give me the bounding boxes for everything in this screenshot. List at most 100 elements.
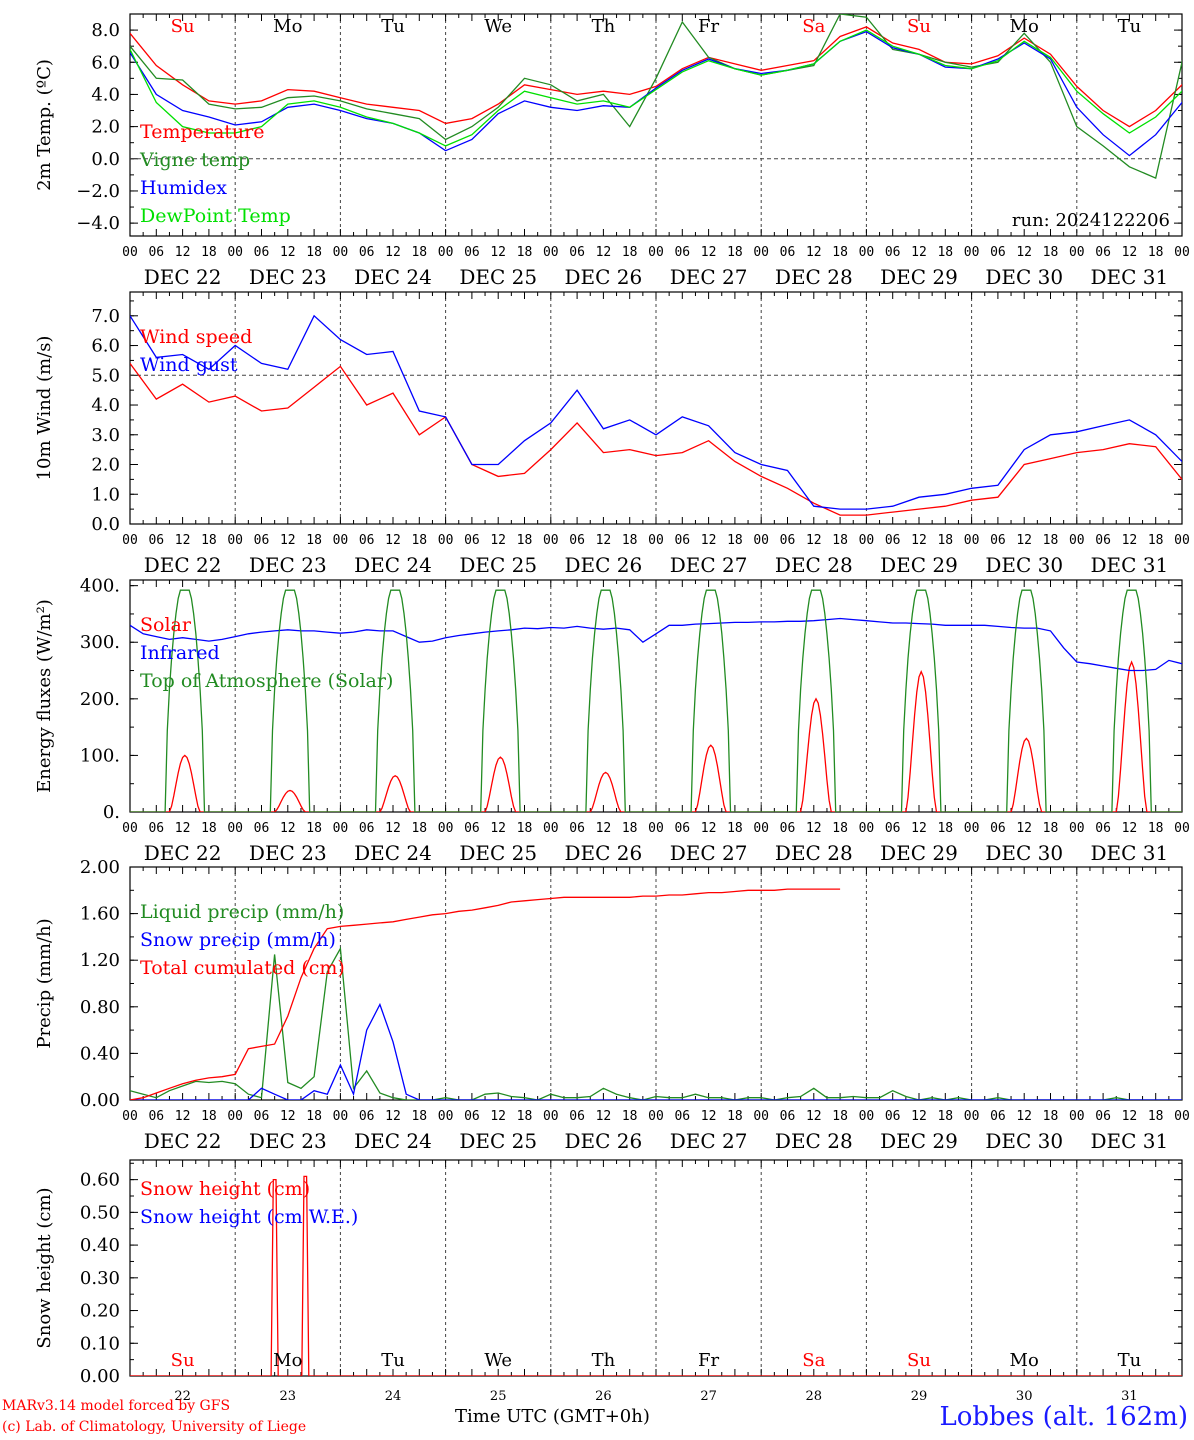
hour-label: 00: [543, 533, 559, 548]
hour-label: 00: [964, 245, 980, 260]
hour-label: 00: [543, 1109, 559, 1124]
lab-credit: (c) Lab. of Climatology, University of L…: [2, 1419, 307, 1435]
legend-entry: Total cumulated (cm): [140, 957, 345, 979]
y-tick-label: 6.0: [91, 336, 120, 357]
hour-label: 12: [701, 533, 717, 548]
day-number-label: 27: [700, 1389, 717, 1404]
date-label: DEC 30: [985, 841, 1063, 865]
hour-label: 12: [701, 1109, 717, 1124]
hour-label: 12: [280, 1109, 296, 1124]
y-tick-label: −4.0: [76, 213, 120, 234]
y-axis-title: Precip (mm/h): [34, 918, 55, 1048]
hour-label: 12: [911, 821, 927, 836]
y-axis-title: Energy fluxes (W/m²): [34, 599, 55, 793]
date-label: DEC 25: [459, 553, 537, 577]
series-line-vigne-temp: [130, 14, 1182, 180]
hour-label: 12: [175, 821, 191, 836]
hour-label: 06: [885, 245, 901, 260]
date-label: DEC 27: [670, 265, 748, 289]
y-tick-label: 0.30: [80, 1268, 120, 1289]
date-label: DEC 26: [565, 841, 643, 865]
date-label: DEC 28: [775, 553, 853, 577]
y-tick-label: 0.80: [80, 997, 120, 1018]
y-axis-title: 10m Wind (m/s): [34, 336, 55, 481]
date-label: DEC 26: [565, 553, 643, 577]
date-label: DEC 24: [354, 553, 432, 577]
hour-label: 12: [490, 821, 506, 836]
model-credit: MARv3.14 model forced by GFS: [2, 1398, 231, 1414]
hour-label: 18: [1043, 821, 1059, 836]
hour-label: 00: [122, 533, 138, 548]
hour-label: 12: [596, 245, 612, 260]
date-label: DEC 24: [354, 265, 432, 289]
hour-label: 18: [832, 821, 848, 836]
hour-label: 06: [148, 1109, 164, 1124]
date-label: DEC 23: [249, 553, 327, 577]
hour-label: 00: [1174, 245, 1190, 260]
hour-label: 06: [674, 1109, 690, 1124]
hour-label: 18: [517, 245, 533, 260]
y-tick-label: 4.0: [91, 395, 120, 416]
hour-label: 12: [1016, 245, 1032, 260]
hour-label: 06: [464, 1109, 480, 1124]
hour-label: 06: [464, 533, 480, 548]
hour-label: 06: [569, 821, 585, 836]
hour-label: 00: [543, 245, 559, 260]
day-name-label: We: [484, 1350, 512, 1371]
date-label: DEC 29: [880, 553, 958, 577]
date-label: DEC 25: [459, 265, 537, 289]
legend-entry: Top of Atmosphere (Solar): [140, 670, 393, 692]
y-tick-label: 400.: [80, 576, 120, 597]
hour-label: 00: [227, 821, 243, 836]
hour-label: 06: [569, 245, 585, 260]
legend-entry: Snow precip (mm/h): [140, 929, 336, 951]
hour-label: 18: [622, 245, 638, 260]
hour-label: 06: [885, 821, 901, 836]
hour-label: 00: [648, 821, 664, 836]
hour-label: 00: [1174, 1109, 1190, 1124]
hour-label: 12: [1016, 1109, 1032, 1124]
hour-label: 18: [201, 821, 217, 836]
y-tick-label: 0.60: [80, 1170, 120, 1191]
day-name-label: Fr: [698, 1350, 719, 1371]
date-label: DEC 29: [880, 1129, 958, 1153]
day-number-label: 24: [385, 1389, 402, 1404]
hour-label: 18: [727, 1109, 743, 1124]
hour-label: 06: [254, 245, 270, 260]
hour-label: 06: [359, 245, 375, 260]
hour-label: 06: [359, 533, 375, 548]
date-label: DEC 30: [985, 265, 1063, 289]
hour-label: 06: [780, 533, 796, 548]
hour-label: 18: [517, 533, 533, 548]
y-tick-label: −2.0: [76, 181, 120, 202]
hour-label: 06: [1095, 245, 1111, 260]
day-name-label: Mo: [1010, 16, 1039, 37]
hour-label: 18: [517, 821, 533, 836]
hour-label: 00: [1069, 821, 1085, 836]
hour-label: 18: [937, 245, 953, 260]
y-tick-label: 6.0: [91, 52, 120, 73]
legend-entry: Wind gust: [140, 354, 238, 376]
y-tick-label: 0.00: [80, 1090, 120, 1111]
hour-label: 12: [1122, 245, 1138, 260]
hour-label: 18: [727, 533, 743, 548]
y-tick-label: 8.0: [91, 20, 120, 41]
hour-label: 06: [254, 1109, 270, 1124]
legend-entry: Solar: [140, 614, 192, 636]
hour-label: 18: [1043, 533, 1059, 548]
hour-label: 00: [753, 533, 769, 548]
hour-label: 12: [806, 245, 822, 260]
hour-label: 00: [1174, 533, 1190, 548]
y-tick-label: 0.: [103, 802, 120, 823]
hour-label: 12: [911, 533, 927, 548]
date-label: DEC 27: [670, 841, 748, 865]
day-name-label: Tu: [1118, 16, 1142, 37]
day-name-label: Sa: [802, 16, 825, 37]
hour-label: 06: [990, 1109, 1006, 1124]
day-name-label: Sa: [802, 1350, 825, 1371]
hour-label: 00: [333, 821, 349, 836]
hour-label: 06: [148, 533, 164, 548]
hour-label: 12: [175, 245, 191, 260]
hour-label: 12: [385, 533, 401, 548]
hour-label: 12: [806, 821, 822, 836]
